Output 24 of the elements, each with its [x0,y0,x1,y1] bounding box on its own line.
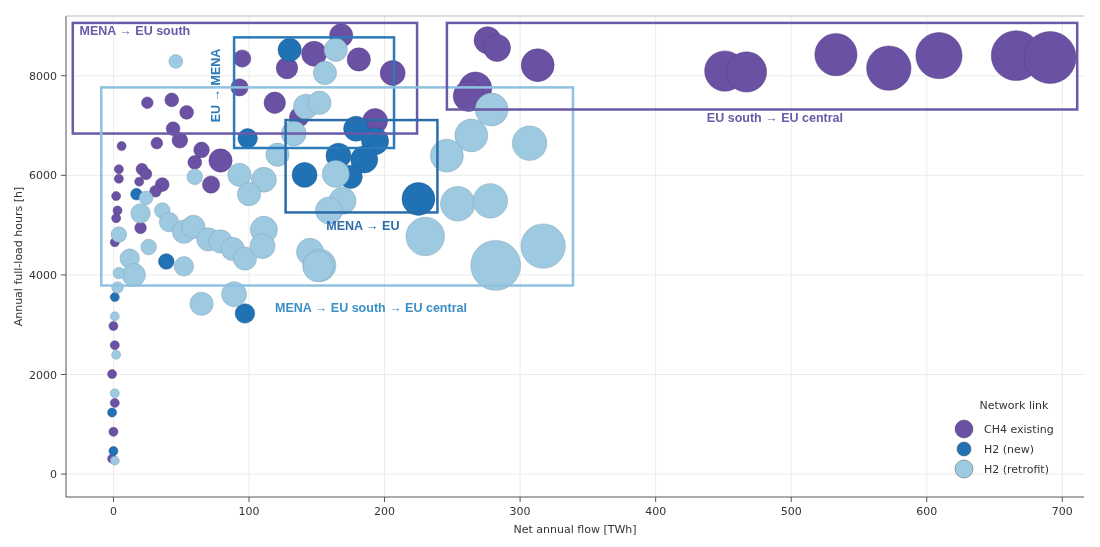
annotation: MENA → EU south → EU central [275,301,467,316]
x-tick-label: 700 [1051,505,1073,518]
y-tick-label: 2000 [29,368,57,382]
legend-label: CH4 existing [984,423,1054,436]
x-tick-label: 100 [238,505,260,518]
x-axis-title: Net annual flow [TWh] [513,523,637,536]
annotation: EU → MENA [208,48,223,123]
legend-label: H2 (new) [984,443,1035,456]
x-tick-label: 200 [374,505,396,518]
legend-title: Network link [979,399,1050,412]
x-tick-label: 600 [916,505,938,518]
x-tick-label: 400 [645,505,667,518]
y-tick-label: 8000 [29,69,57,83]
annotation: EU south → EU central [706,111,844,126]
annotation: MENA → EU [326,218,400,233]
x-tick-label: 500 [780,505,802,518]
legend-label: H2 (retrofit) [984,463,1049,476]
y-axis-title: Annual full-load hours [h] [12,186,25,327]
x-tick-label: 0 [109,505,117,518]
annotation: MENA → EU south [79,24,191,39]
y-tick-label: 0 [50,468,57,482]
x-tick-label: 300 [509,505,531,518]
y-tick-label: 6000 [29,169,57,183]
y-tick-label: 4000 [29,268,57,282]
